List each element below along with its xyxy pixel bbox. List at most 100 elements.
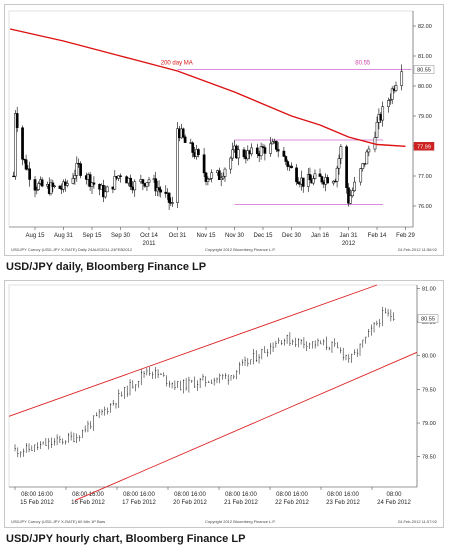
- daily-candle-body: [210, 172, 214, 179]
- hourly-footer-left: USDJPY Curncy (USD-JPY X-RATE) 60 Min 1P…: [11, 519, 105, 524]
- daily-candle-body: [231, 149, 234, 159]
- daily-candle-body: [400, 71, 404, 86]
- hourly-chart-caption: USD/JPY hourly chart, Bloomberg Finance …: [6, 533, 246, 545]
- daily-candle-body: [33, 179, 37, 191]
- hourly-x-time-label: 08:00 16:00: [174, 492, 206, 498]
- hourly-y-tick-label: 81.00: [422, 286, 436, 292]
- hourly-x-date-label: 15 Feb 2012: [20, 500, 54, 506]
- daily-candle-body: [326, 177, 329, 184]
- hourly-x-time-label: 08:00 16:00: [276, 492, 308, 498]
- hourly-x-date-label: 21 Feb 2012: [224, 500, 258, 506]
- daily-candle-body: [24, 159, 28, 170]
- daily-candle-body: [320, 176, 324, 183]
- daily-price-tag-text: 77.99: [417, 144, 431, 150]
- hourly-x-date-label: 17 Feb 2012: [122, 500, 156, 506]
- daily-candle-body: [308, 174, 312, 181]
- hourly-price-tag: [417, 314, 439, 323]
- hourly-x-time-label: 08:00 16:00: [327, 492, 359, 498]
- daily-candle-body: [79, 163, 82, 176]
- daily-candle-body: [276, 149, 280, 152]
- daily-candle-body: [154, 178, 158, 192]
- daily-x-tick-label: Oct 14: [140, 233, 158, 239]
- daily-candle-body: [37, 183, 40, 190]
- daily-candle-body: [145, 182, 149, 187]
- daily-x-tick-label: Nov 30: [225, 233, 245, 239]
- daily-candle-body: [375, 122, 379, 138]
- daily-candle-body: [223, 168, 227, 177]
- daily-candle-body: [147, 179, 151, 183]
- daily-x-tick-label: Oct 31: [169, 233, 187, 239]
- daily-y-tick-label: 81.00: [418, 54, 432, 60]
- daily-candle-body: [15, 113, 19, 128]
- daily-candle-body: [349, 195, 352, 204]
- daily-candle-body: [206, 179, 210, 182]
- daily-candle-body: [129, 177, 133, 188]
- daily-candle-body: [388, 99, 392, 101]
- daily-candle-body: [381, 106, 385, 121]
- daily-candle-body: [347, 187, 350, 204]
- hourly-x-time-label: 08:00: [386, 492, 402, 498]
- daily-candle-body: [113, 176, 117, 190]
- daily-ma-label: 200 day MA: [161, 60, 193, 66]
- daily-x-tick-label: Aug 15: [25, 233, 45, 239]
- daily-candle-body: [49, 182, 53, 194]
- daily-candle-body: [351, 190, 354, 197]
- daily-candle-body: [71, 178, 75, 184]
- daily-candle-body: [117, 175, 120, 179]
- daily-candle-body: [274, 140, 278, 150]
- daily-chart-caption: USD/JPY daily, Bloomberg Finance LP: [6, 261, 207, 273]
- daily-candle-body: [202, 154, 206, 174]
- hourly-x-date-label: 20 Feb 2012: [173, 500, 207, 506]
- daily-x-tick-label: Jan 31: [339, 233, 358, 239]
- daily-x-tick-label: Jan 16: [311, 233, 330, 239]
- daily-candle-body: [51, 182, 55, 187]
- daily-candle-body: [208, 178, 212, 180]
- daily-candle-body: [92, 182, 96, 185]
- daily-candle-body: [271, 141, 274, 145]
- daily-candle-body: [246, 150, 250, 160]
- hourly-chart: 78.50 79.00 79.50 80.00 80.50 81.00 08:00 16:0…: [8, 284, 439, 524]
- daily-candle-body: [337, 158, 341, 169]
- daily-candle-body: [361, 163, 365, 169]
- hourly-upper-channel-line: [8, 284, 378, 417]
- daily-x-tick-label: Sep 30: [111, 233, 131, 239]
- daily-candle-body: [311, 178, 315, 184]
- daily-candle-body: [242, 149, 246, 158]
- daily-candle-body: [90, 182, 94, 187]
- daily-candle-body: [263, 147, 267, 154]
- daily-candle-body: [181, 128, 185, 138]
- daily-candle-body: [141, 179, 145, 184]
- hourly-y-tick-label: 78.50: [422, 455, 436, 461]
- daily-candle-body: [269, 143, 272, 154]
- daily-range-label: 80.55: [355, 61, 371, 67]
- daily-candle-body: [359, 168, 363, 183]
- daily-price-tag: [413, 142, 435, 151]
- daily-candle-body: [236, 149, 240, 159]
- daily-candle-body: [53, 185, 56, 187]
- daily-x-tick-label: Dec 30: [282, 233, 302, 239]
- hourly-footer-right: 24-Feb-2012 11:57:02: [398, 519, 438, 524]
- daily-candle-body: [14, 113, 17, 177]
- daily-candle-body: [204, 172, 208, 182]
- daily-candle-body: [73, 175, 77, 179]
- daily-y-tick-label: 77.00: [418, 174, 432, 180]
- daily-candle-body: [105, 186, 109, 193]
- hourly-x-time-label: 08:00 16:00: [21, 492, 53, 498]
- hourly-plot-area: [8, 284, 418, 488]
- daily-candle-body: [353, 181, 356, 191]
- hourly-x-date-label: 23 Feb 2012: [326, 500, 360, 506]
- daily-candle-body: [301, 177, 305, 187]
- hourly-x-date-label: 24 Feb 2012: [377, 500, 411, 506]
- hourly-x-date-label: 16 Feb 2012: [71, 500, 105, 506]
- hourly-y-tick-label: 80.00: [422, 354, 436, 360]
- daily-candle-body: [306, 174, 310, 187]
- hourly-price-tag-text: 80.55: [421, 317, 435, 323]
- daily-candle-body: [35, 189, 39, 191]
- daily-x-tick-label: Feb 14: [368, 233, 387, 239]
- daily-candle-body: [75, 163, 79, 176]
- daily-x-tick-label: Feb 29: [396, 233, 415, 239]
- daily-candle-body: [286, 161, 290, 167]
- daily-candle-body: [176, 128, 179, 203]
